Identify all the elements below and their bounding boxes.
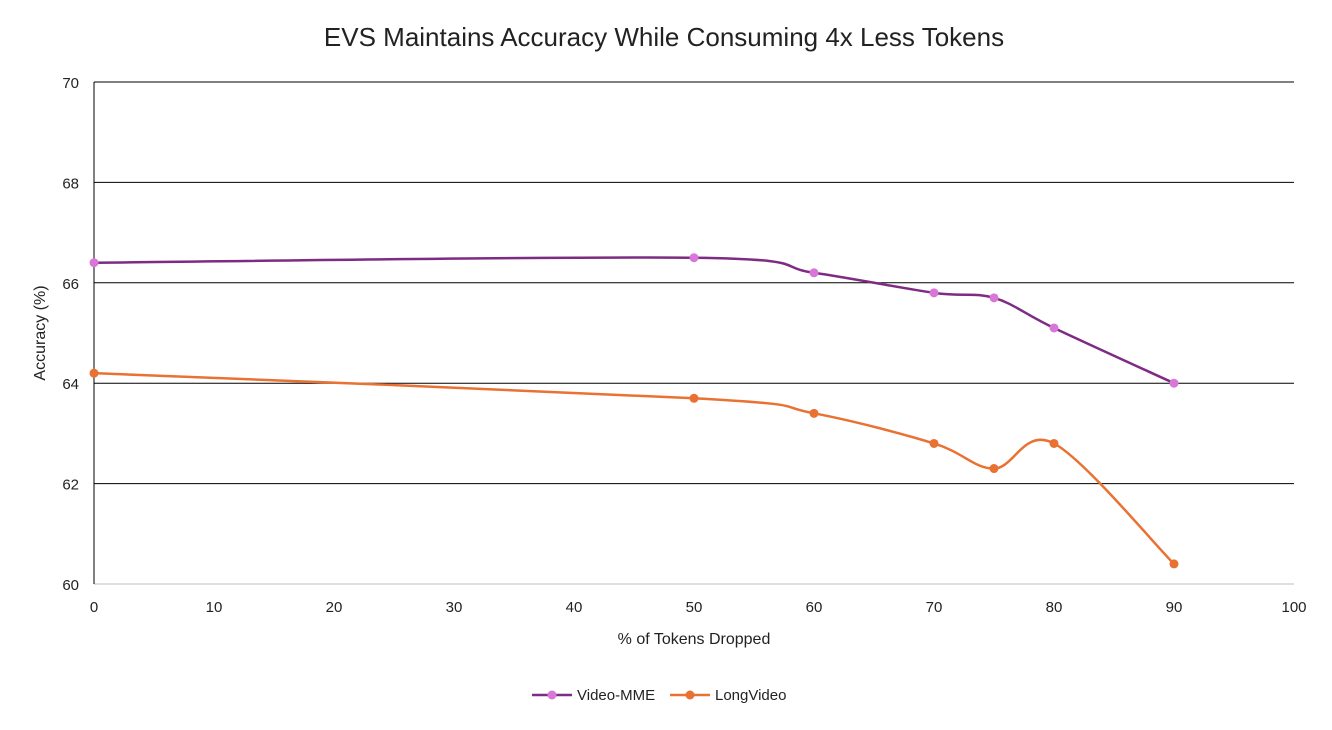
data-point-video-mme bbox=[89, 258, 99, 268]
data-point-longvideo bbox=[89, 368, 99, 378]
data-point-video-mme bbox=[689, 253, 699, 263]
x-tick-label: 20 bbox=[326, 599, 343, 616]
legend-marker bbox=[685, 690, 695, 700]
data-point-longvideo bbox=[929, 438, 939, 448]
legend-marker bbox=[547, 690, 557, 700]
x-tick-label: 60 bbox=[806, 599, 823, 616]
data-point-longvideo bbox=[989, 464, 999, 474]
x-tick-label: 0 bbox=[90, 599, 98, 616]
x-tick-label: 80 bbox=[1046, 599, 1063, 616]
y-tick-label: 62 bbox=[62, 477, 79, 494]
x-tick-label: 40 bbox=[566, 599, 583, 616]
x-tick-label: 70 bbox=[926, 599, 943, 616]
data-point-video-mme bbox=[989, 293, 999, 303]
legend: Video-MME LongVideo bbox=[532, 687, 786, 704]
y-axis-label: Accuracy (%) bbox=[32, 285, 49, 380]
legend-label: Video-MME bbox=[577, 687, 655, 704]
data-point-video-mme bbox=[1169, 378, 1179, 388]
x-axis-label: % of Tokens Dropped bbox=[618, 631, 771, 648]
x-tick-label: 50 bbox=[686, 599, 703, 616]
data-point-video-mme bbox=[809, 268, 819, 278]
data-point-video-mme bbox=[929, 288, 939, 298]
series-line-video-mme bbox=[93, 256, 1175, 385]
legend-label: LongVideo bbox=[715, 687, 786, 704]
y-tick-label: 66 bbox=[62, 276, 79, 293]
y-tick-label: 68 bbox=[62, 175, 79, 192]
y-tick-label: 64 bbox=[62, 376, 79, 393]
x-tick-label: 10 bbox=[206, 599, 223, 616]
chart-title: EVS Maintains Accuracy While Consuming 4… bbox=[324, 22, 1004, 52]
data-point-longvideo bbox=[689, 393, 699, 403]
data-point-longvideo bbox=[1169, 559, 1179, 569]
y-tick-label: 60 bbox=[62, 577, 79, 594]
x-tick-label: 100 bbox=[1281, 599, 1306, 616]
x-tick-label: 90 bbox=[1166, 599, 1183, 616]
y-tick-label: 70 bbox=[62, 75, 79, 92]
series-line-longvideo bbox=[93, 371, 1175, 565]
data-point-video-mme bbox=[1049, 323, 1059, 333]
x-tick-label: 30 bbox=[446, 599, 463, 616]
data-point-longvideo bbox=[809, 408, 819, 418]
data-point-longvideo bbox=[1049, 438, 1059, 448]
